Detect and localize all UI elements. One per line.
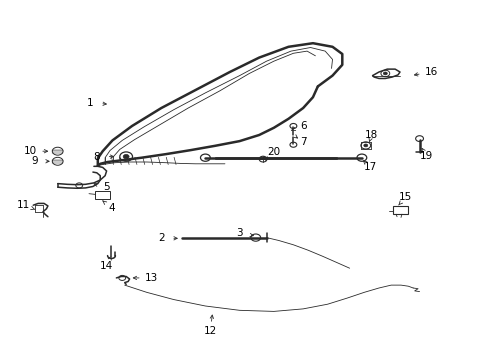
Text: 6: 6 [299,121,306,131]
Text: 16: 16 [424,67,437,77]
Text: 17: 17 [363,162,377,172]
Text: 14: 14 [100,261,113,271]
Text: 3: 3 [236,228,243,238]
Text: 10: 10 [24,146,37,156]
Text: 9: 9 [31,156,38,166]
Circle shape [363,144,367,147]
Text: 4: 4 [108,203,115,213]
Text: 18: 18 [364,130,378,140]
Text: 11: 11 [17,200,30,210]
Text: 2: 2 [158,233,164,243]
Text: 8: 8 [93,152,100,162]
Text: 7: 7 [299,137,306,147]
Text: 13: 13 [144,273,158,283]
Text: 12: 12 [203,326,217,336]
Circle shape [123,154,129,159]
Text: 20: 20 [267,147,280,157]
Text: 1: 1 [87,98,94,108]
Text: 5: 5 [103,182,110,192]
Text: 19: 19 [419,150,432,161]
Text: 15: 15 [398,192,412,202]
Circle shape [200,154,210,161]
Circle shape [383,72,386,75]
Circle shape [356,154,366,161]
